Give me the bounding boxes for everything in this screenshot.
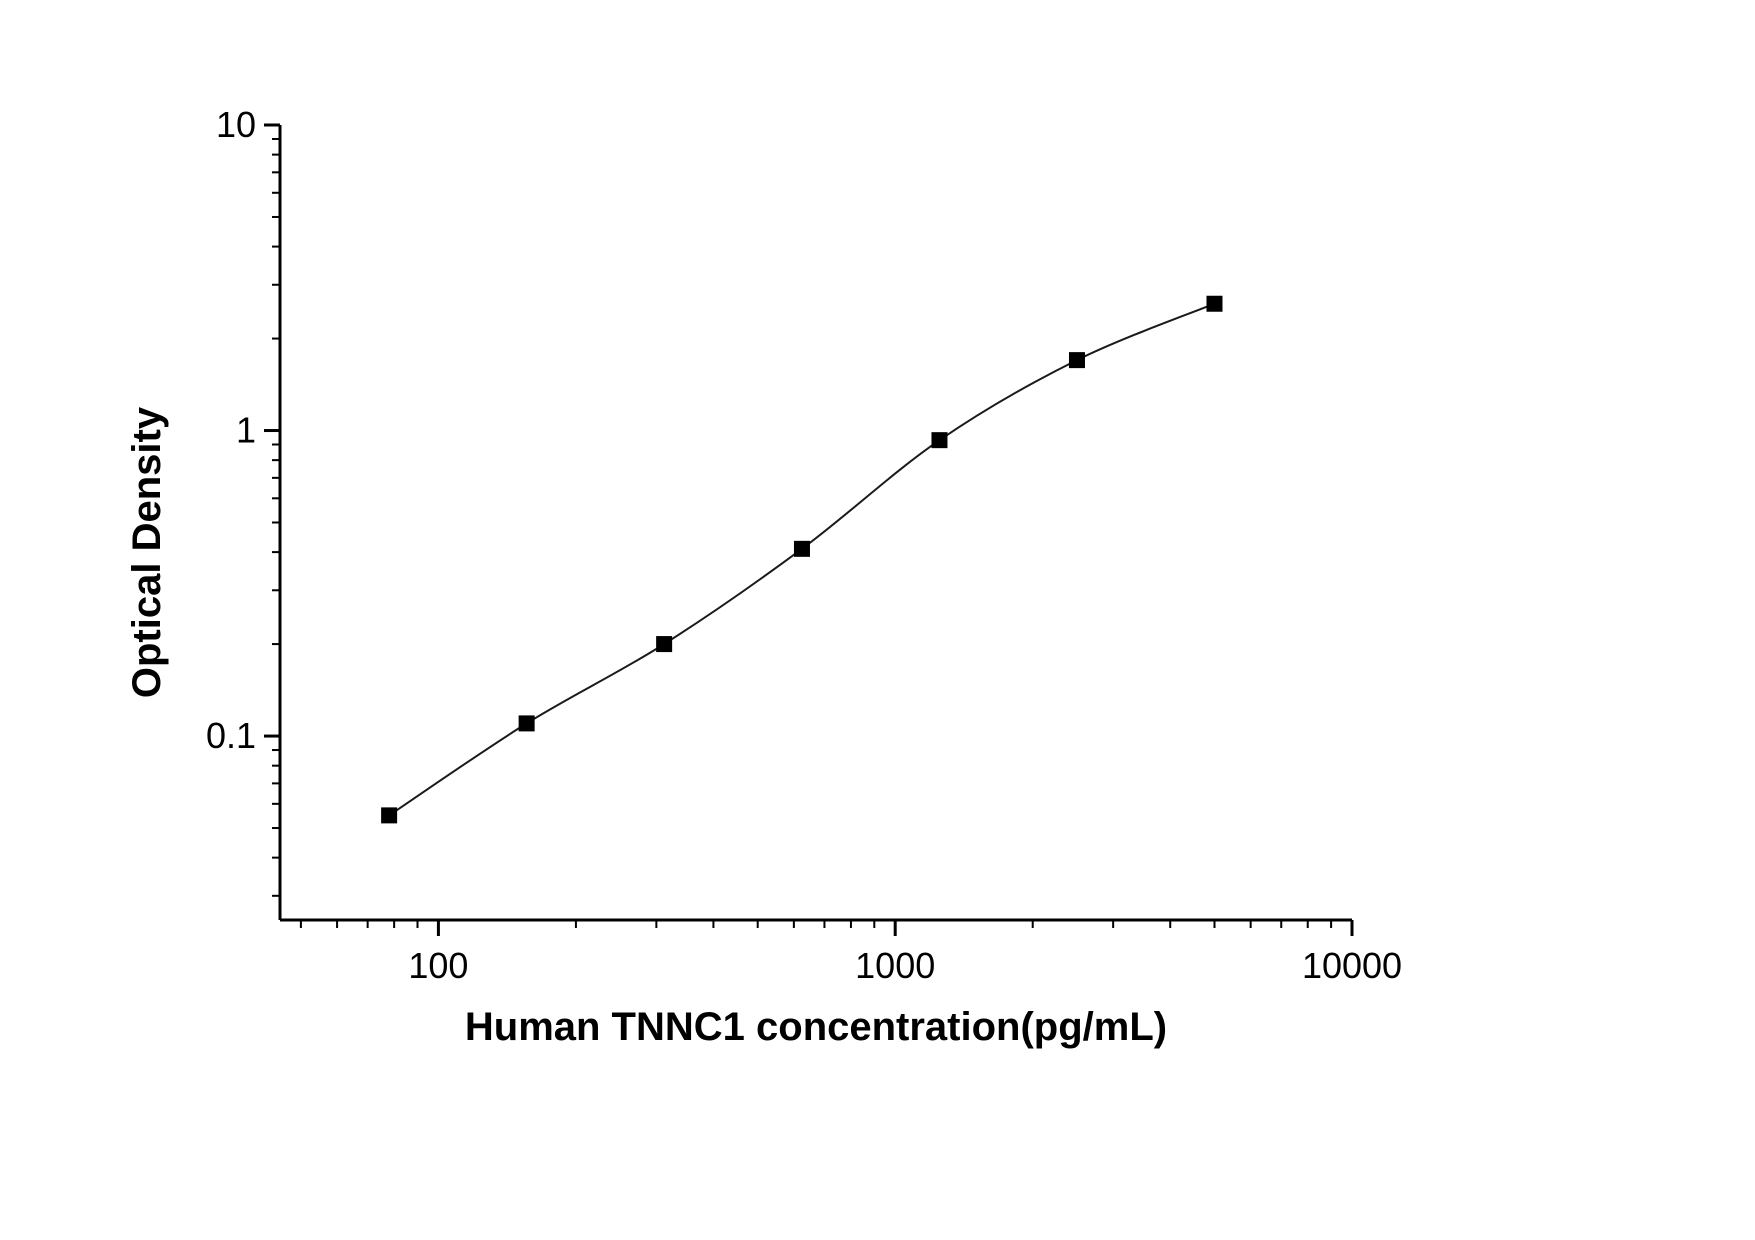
data-point-marker [518, 715, 535, 732]
axes-layer: 100 1000 10000 0.1 1 10 [206, 104, 1402, 986]
data-point-marker [1206, 295, 1223, 312]
data-point-marker [656, 636, 673, 653]
data-point-marker [381, 807, 398, 824]
x-tick-label: 10000 [1302, 945, 1402, 986]
x-axis-title: Human TNNC1 concentration(pg/mL) [465, 1005, 1167, 1049]
x-tick-label: 1000 [855, 945, 935, 986]
curve-line [388, 302, 1215, 817]
data-point-marker [1068, 352, 1085, 369]
data-point-marker [931, 432, 948, 449]
x-tick-label: 100 [408, 945, 468, 986]
y-axis-title: Optical Density [125, 406, 169, 698]
y-tick-label: 1 [236, 410, 256, 451]
data-point-marker [793, 540, 810, 557]
y-tick-label: 10 [216, 104, 256, 145]
data-points [381, 295, 1223, 824]
y-tick-label: 0.1 [206, 715, 256, 756]
